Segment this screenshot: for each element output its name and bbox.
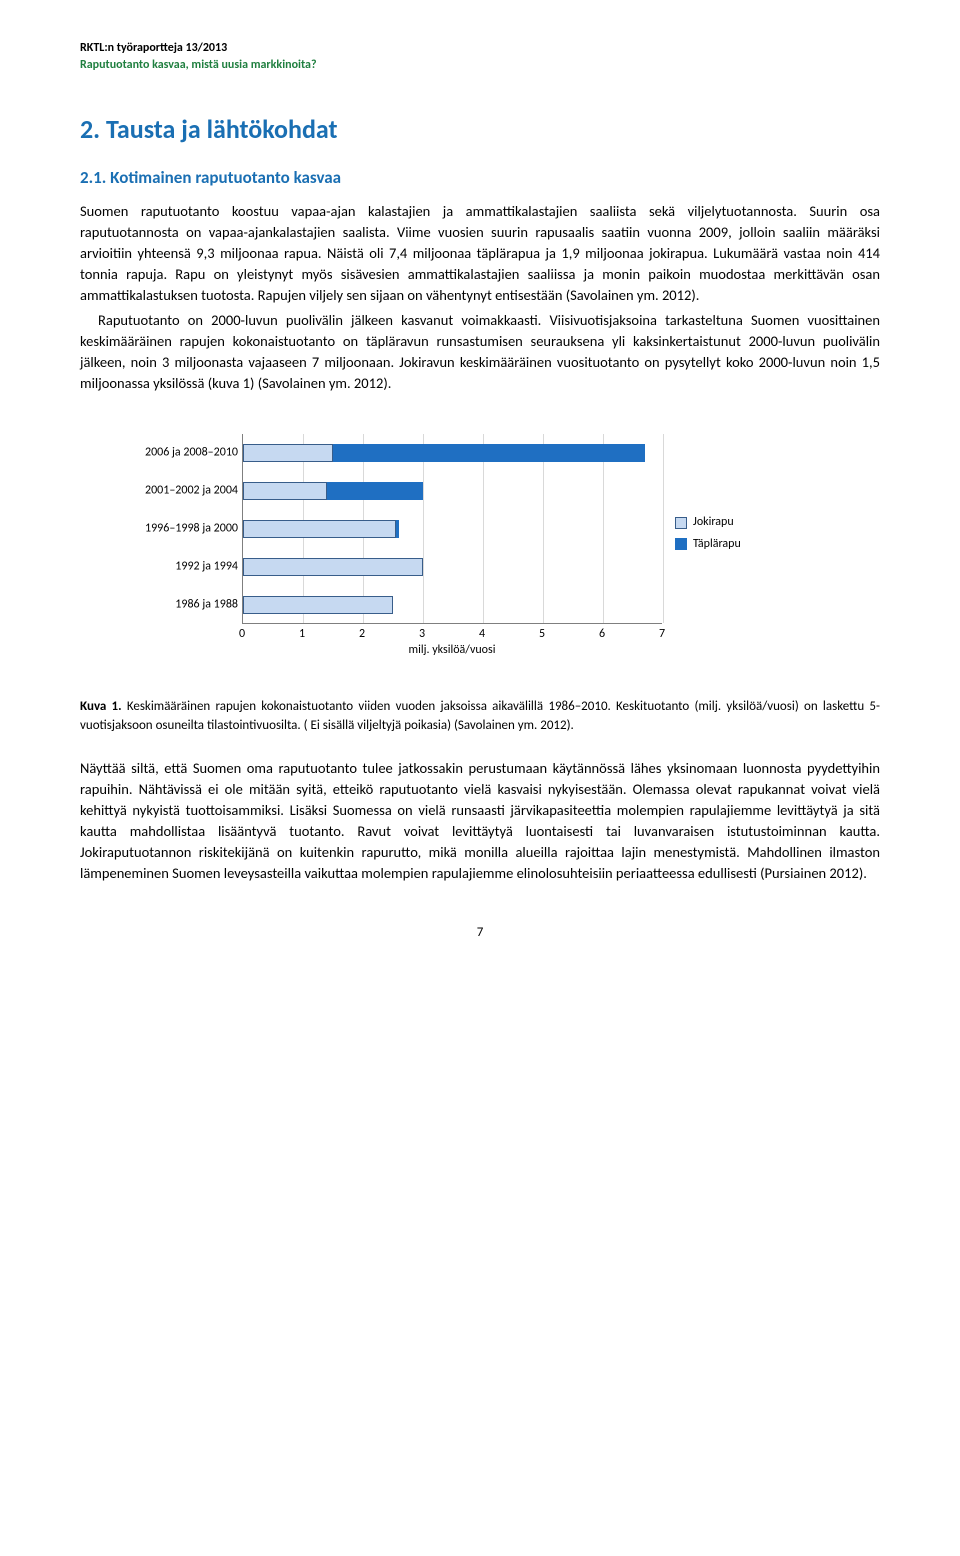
legend-item-taplarapu: Täplärapu <box>675 536 741 553</box>
bar-taplarapu <box>333 444 645 462</box>
y-category-label: 1986 ja 1988 <box>120 597 238 614</box>
bar-jokirapu <box>243 520 396 538</box>
plot-area <box>242 434 662 624</box>
page-number: 7 <box>80 924 880 943</box>
section-title: Tausta ja lähtökohdat <box>106 113 338 145</box>
x-tick-label: 0 <box>239 626 245 643</box>
body-paragraph-1: Suomen raputuotanto koostuu vapaa-ajan k… <box>80 201 880 306</box>
x-axis-ticks: 0 1 2 3 4 5 6 7 <box>242 624 662 642</box>
figure-1-caption: Kuva 1. Keskimääräinen rapujen kokonaist… <box>80 698 880 736</box>
gridline <box>423 434 424 623</box>
gridline <box>603 434 604 623</box>
x-axis-title: milj. yksilöä/vuosi <box>242 642 662 659</box>
x-tick-label: 2 <box>359 626 365 643</box>
subsection-title: Kotimainen raputuotanto kasvaa <box>110 167 341 188</box>
section-heading: 2. Tausta ja lähtökohdat <box>80 111 880 149</box>
legend-swatch-jokirapu <box>675 517 687 529</box>
subsection-number: 2.1. <box>80 167 106 188</box>
x-tick-label: 4 <box>479 626 485 643</box>
x-tick-label: 1 <box>299 626 305 643</box>
header-report-title: Raputuotanto kasvaa, mistä uusia markkin… <box>80 57 880 74</box>
section-number: 2. <box>80 113 100 145</box>
legend-label-jokirapu: Jokirapu <box>693 514 734 531</box>
gridline <box>543 434 544 623</box>
legend-item-jokirapu: Jokirapu <box>675 514 741 531</box>
bar-jokirapu <box>243 482 327 500</box>
x-tick-label: 6 <box>599 626 605 643</box>
bar-taplarapu <box>396 520 399 538</box>
x-tick-label: 7 <box>659 626 665 643</box>
caption-text: Keskimääräinen rapujen kokonaistuotanto … <box>80 699 880 733</box>
y-category-label: 2006 ja 2008–2010 <box>120 445 238 462</box>
bar-chart: 0 1 2 3 4 5 6 7 milj. yksilöä/vuosi Jokirapu Tä… <box>120 434 740 684</box>
figure-1: 0 1 2 3 4 5 6 7 milj. yksilöä/vuosi Jokirapu Tä… <box>80 434 880 684</box>
bar-jokirapu <box>243 444 333 462</box>
subsection-heading: 2.1. Kotimainen raputuotanto kasvaa <box>80 166 880 191</box>
y-category-label: 1996–1998 ja 2000 <box>120 521 238 538</box>
bar-jokirapu <box>243 558 423 576</box>
caption-label: Kuva 1. <box>80 699 122 714</box>
header-report-id: RKTL:n työraportteja 13/2013 <box>80 40 880 57</box>
body-paragraph-2: Raputuotanto on 2000-luvun puolivälin jä… <box>80 310 880 394</box>
x-tick-label: 3 <box>419 626 425 643</box>
chart-legend: Jokirapu Täplärapu <box>675 514 741 557</box>
y-category-label: 1992 ja 1994 <box>120 559 238 576</box>
legend-swatch-taplarapu <box>675 538 687 550</box>
gridline <box>483 434 484 623</box>
gridline <box>663 434 664 623</box>
bar-jokirapu <box>243 596 393 614</box>
body-paragraph-3: Näyttää siltä, että Suomen oma raputuota… <box>80 758 880 884</box>
legend-label-taplarapu: Täplärapu <box>693 536 741 553</box>
x-tick-label: 5 <box>539 626 545 643</box>
y-category-label: 2001–2002 ja 2004 <box>120 483 238 500</box>
bar-taplarapu <box>327 482 423 500</box>
